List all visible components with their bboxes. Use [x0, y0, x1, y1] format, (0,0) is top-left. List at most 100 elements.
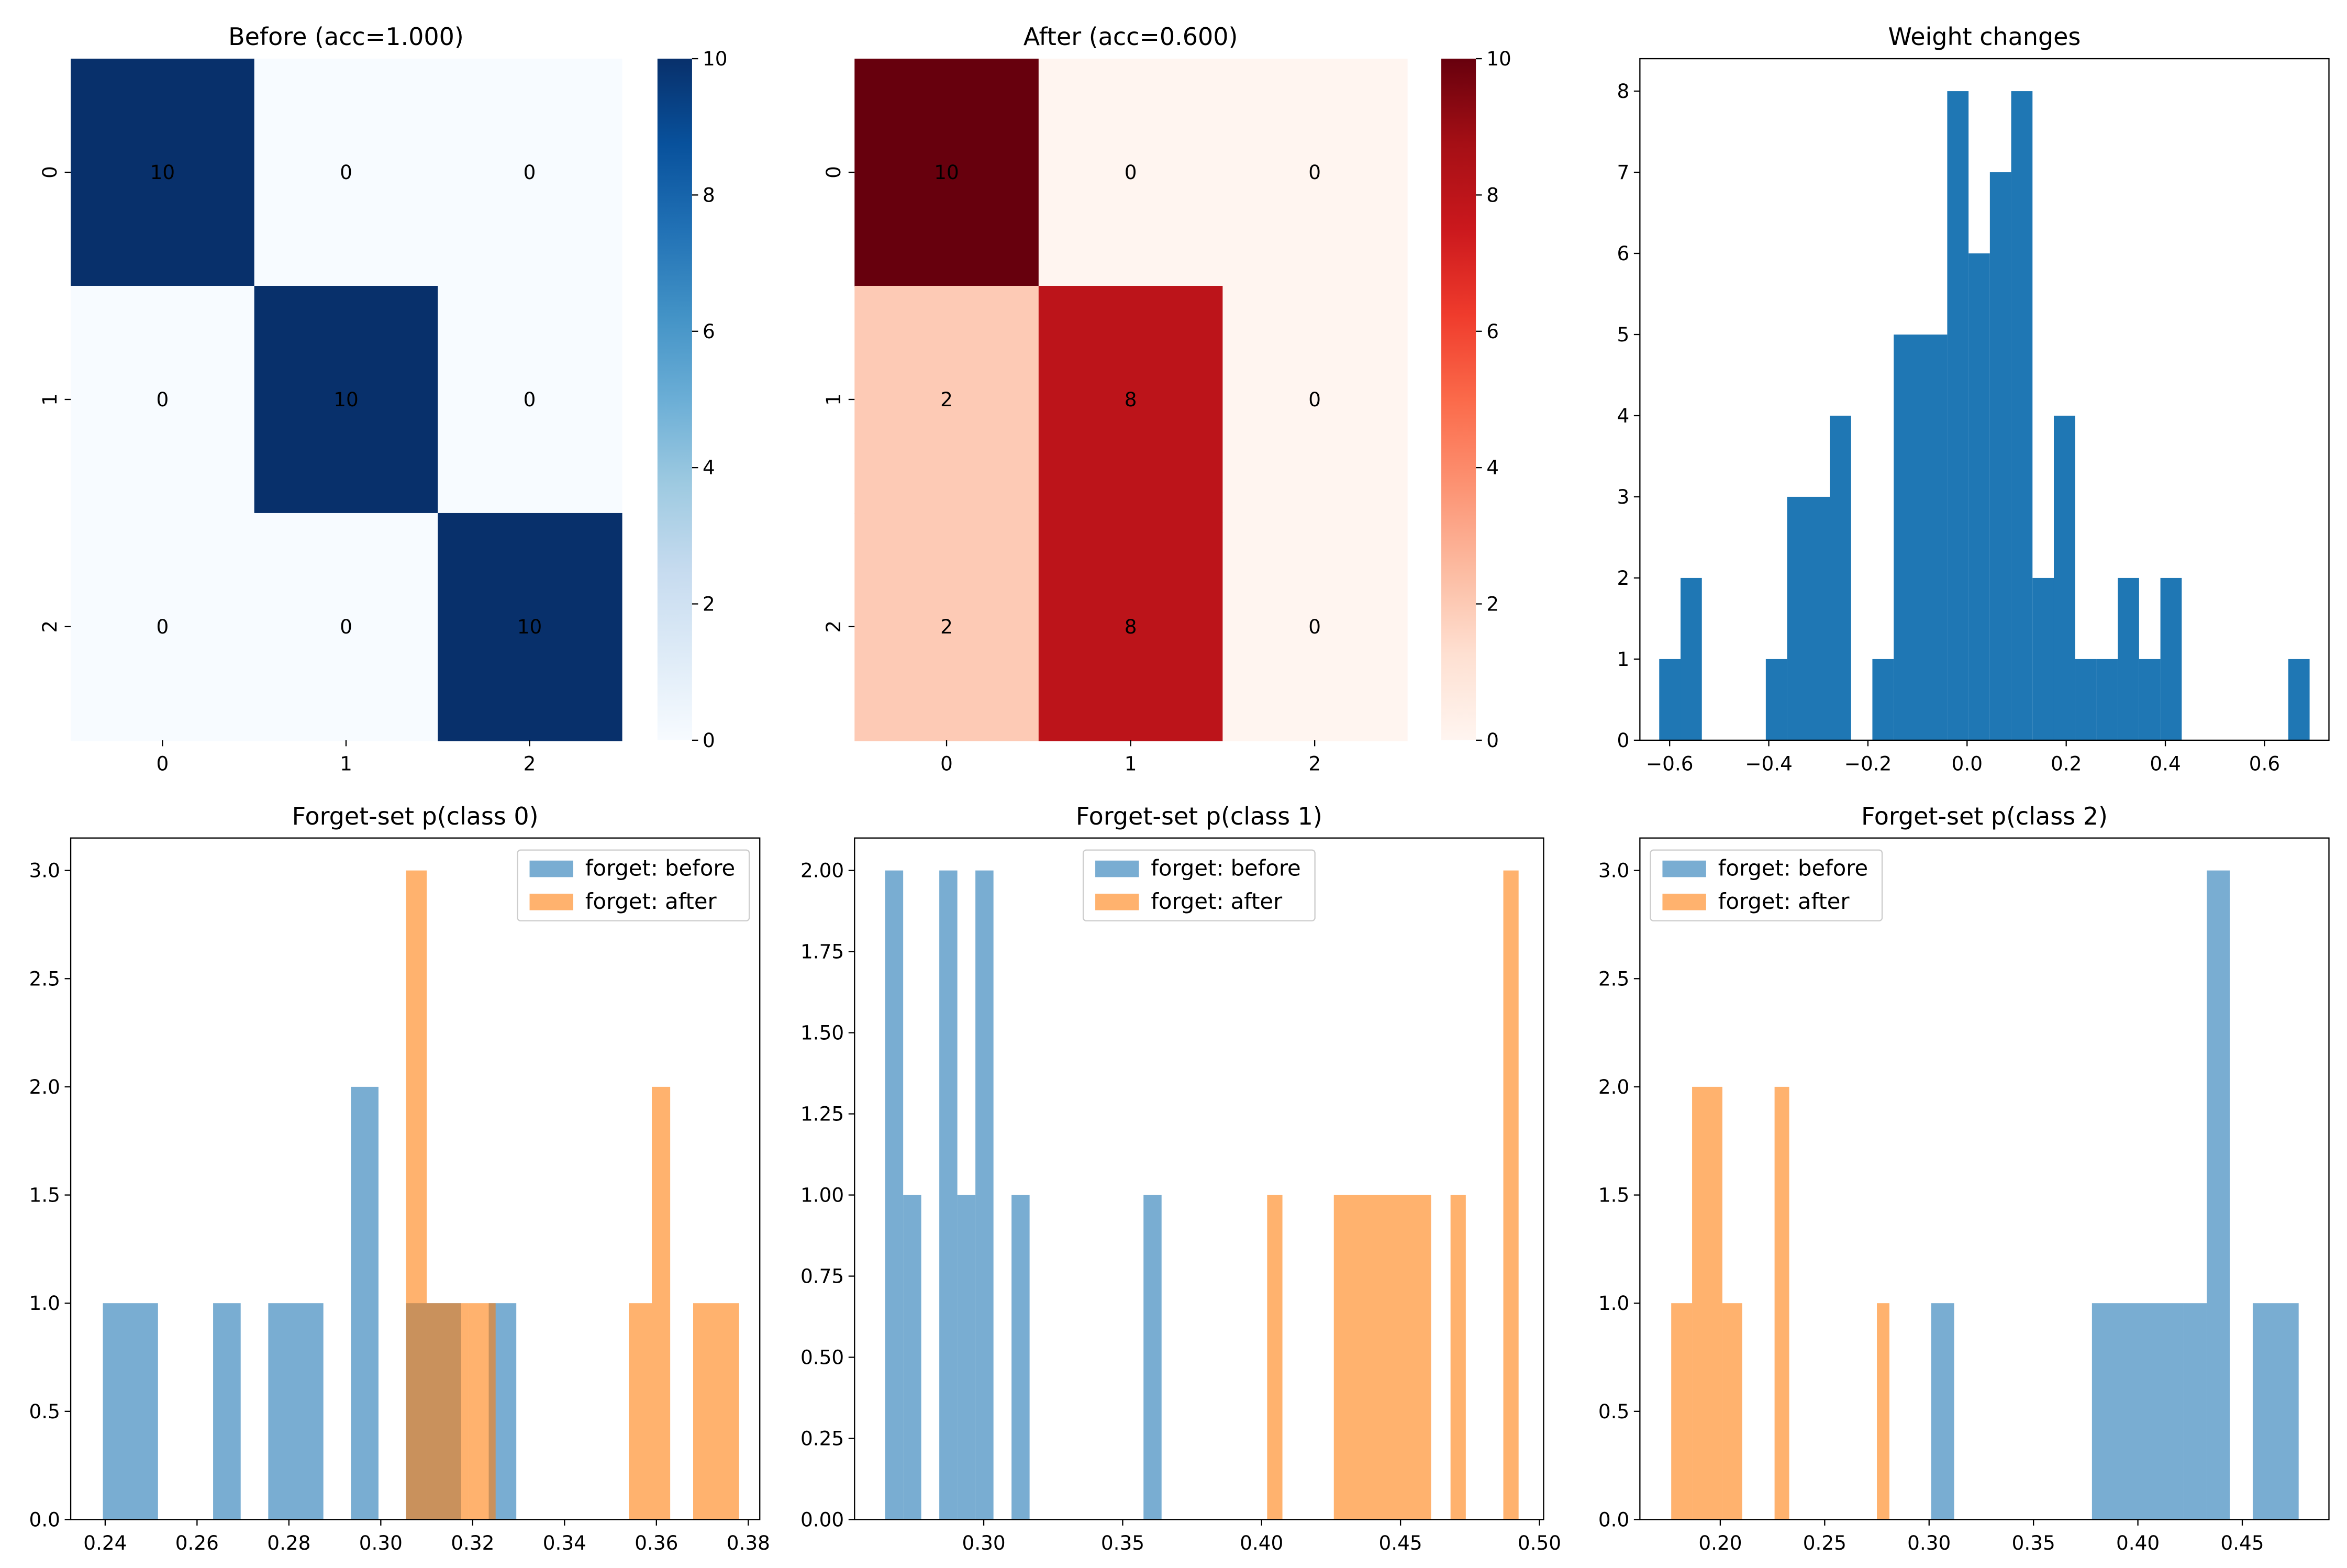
y-tick-label: 8 — [1617, 80, 1629, 103]
heatmap-cell-label: 8 — [1125, 388, 1137, 411]
heatmap-cell-label: 0 — [340, 615, 352, 638]
heatmap-cell-label: 0 — [156, 388, 169, 411]
hist-bar — [1989, 172, 2011, 740]
hist-bar — [2160, 577, 2182, 740]
legend-swatch — [1095, 860, 1139, 877]
hist-bar — [2053, 415, 2075, 740]
hist-bar — [2096, 659, 2118, 740]
colorbar — [657, 59, 692, 740]
x-tick-label: −0.4 — [1745, 752, 1793, 775]
x-tick-label: 0 — [940, 752, 953, 775]
x-tick-label: 0.4 — [2150, 752, 2181, 775]
hist-bar — [939, 870, 958, 1520]
heatmap-cell — [1038, 286, 1224, 514]
x-tick-label: 0 — [156, 752, 169, 775]
chart-title: Forget-set p(class 0) — [292, 802, 539, 830]
legend-label: forget: before — [1151, 855, 1300, 881]
hist-bar — [1774, 1086, 1789, 1520]
axes-frame — [70, 837, 761, 1520]
legend-label: forget: after — [1718, 888, 1850, 914]
y-tick-label: 3.0 — [1598, 859, 1629, 882]
heatmap-cell — [438, 286, 622, 514]
y-tick-label: 2.5 — [29, 967, 60, 990]
legend-swatch — [1662, 893, 1706, 910]
hist-bar — [1830, 415, 1851, 740]
heatmap-cell — [1222, 513, 1408, 741]
heatmap-cell — [254, 286, 439, 514]
x-tick-label: −0.2 — [1844, 752, 1892, 775]
x-tick-label: 0.0 — [1952, 752, 1983, 775]
heatmap-cell-label: 0 — [524, 161, 536, 184]
colorbar-tick-label: 2 — [1486, 593, 1499, 616]
hist-bar — [2252, 1303, 2299, 1520]
hist-bar — [1143, 1195, 1162, 1520]
hist-bar — [1333, 1195, 1431, 1520]
heatmap-cell — [1038, 513, 1224, 741]
legend-frame — [517, 849, 750, 921]
colorbar-tick-label: 8 — [1486, 183, 1499, 206]
y-tick-label: 1.50 — [800, 1021, 844, 1044]
hist-bar — [2011, 91, 2033, 740]
heatmap-cell-label: 10 — [934, 161, 959, 184]
hist-bar — [1947, 91, 1969, 740]
hist-bar — [957, 1195, 976, 1520]
heatmap-before: 10 0 0 0 10 0 0 0 10 0 1 2 0 1 2 Before (acc=1.000) 0 2 4 6… — [38, 23, 728, 775]
y-tick-label: 0.0 — [29, 1508, 60, 1531]
heatmap-cell-label: 0 — [1308, 615, 1321, 638]
hist-bar — [1931, 1303, 1954, 1520]
y-tick-label: 2.0 — [29, 1075, 60, 1098]
heatmap-cell-label: 10 — [517, 615, 542, 638]
x-tick-label: 0.20 — [1698, 1531, 1742, 1554]
hist-bar — [268, 1303, 324, 1520]
legend-frame — [1082, 849, 1316, 921]
x-tick-label: 0.2 — [2051, 752, 2082, 775]
hist-bar — [1680, 577, 1702, 740]
x-tick-label: 2 — [524, 752, 536, 775]
x-tick-label: 0.35 — [2012, 1531, 2055, 1554]
heatmap-cell — [854, 286, 1040, 514]
heatmap-cell-label: 10 — [333, 388, 359, 411]
y-tick-label: 0.00 — [800, 1508, 844, 1531]
y-tick-label: 6 — [1617, 242, 1629, 265]
x-tick-label: 0.30 — [1907, 1531, 1951, 1554]
heatmap-cell — [1222, 59, 1408, 287]
hist-bar — [2092, 1303, 2184, 1520]
hist-bar — [2288, 659, 2310, 740]
colorbar — [1441, 59, 1476, 740]
chart-title: After (acc=0.600) — [1024, 23, 1238, 51]
hist-bar — [1765, 659, 1787, 740]
y-tick-label: 3.0 — [29, 859, 60, 882]
legend: forget: before forget: after — [1082, 849, 1316, 921]
hist-bar — [1671, 1303, 1693, 1520]
hist-bar — [1267, 1195, 1283, 1520]
colorbar-tick-label: 0 — [703, 729, 715, 752]
y-tick-label: 2 — [38, 620, 61, 633]
legend-label: forget: before — [585, 855, 735, 881]
colorbar-tick-label: 4 — [1486, 456, 1499, 479]
hist-weight-changes: −0.6 −0.4 −0.2 0.0 0.2 0.4 0.6 0 1 2 3 4 5 6 7 8 Weight … — [1617, 23, 2330, 775]
hist-bar — [427, 1303, 469, 1520]
chart-title: Before (acc=1.000) — [228, 23, 464, 51]
y-tick-label: 1.5 — [29, 1184, 60, 1207]
heatmap-after: 10 0 0 2 8 0 2 8 0 0 1 2 0 1 2 After (acc=0.600) 0 2 4 6 8 10 — [822, 23, 1511, 775]
heatmap-cell-label: 0 — [1308, 161, 1321, 184]
x-tick-label: 0.34 — [543, 1531, 586, 1554]
x-tick-label: 0.35 — [1101, 1531, 1144, 1554]
heatmap-cell-label: 0 — [524, 388, 536, 411]
hist-bar — [1011, 1195, 1030, 1520]
heatmap-cell — [71, 286, 255, 514]
x-tick-label: 0.30 — [962, 1531, 1005, 1554]
colorbar-tick-label: 6 — [703, 320, 715, 343]
y-tick-label: 0.25 — [800, 1427, 844, 1450]
colorbar-tick-label: 10 — [703, 47, 728, 70]
colorbar-tick-label: 2 — [703, 593, 715, 616]
y-tick-label: 7 — [1617, 161, 1629, 184]
y-tick-label: 1.75 — [800, 940, 844, 963]
x-tick-label: 0.32 — [451, 1531, 494, 1554]
heatmap-cell-label: 2 — [940, 388, 953, 411]
y-tick-label: 1 — [822, 393, 845, 406]
heatmap-cell — [254, 513, 439, 741]
hist-bar — [652, 1086, 671, 1520]
legend-frame — [1650, 849, 1883, 921]
